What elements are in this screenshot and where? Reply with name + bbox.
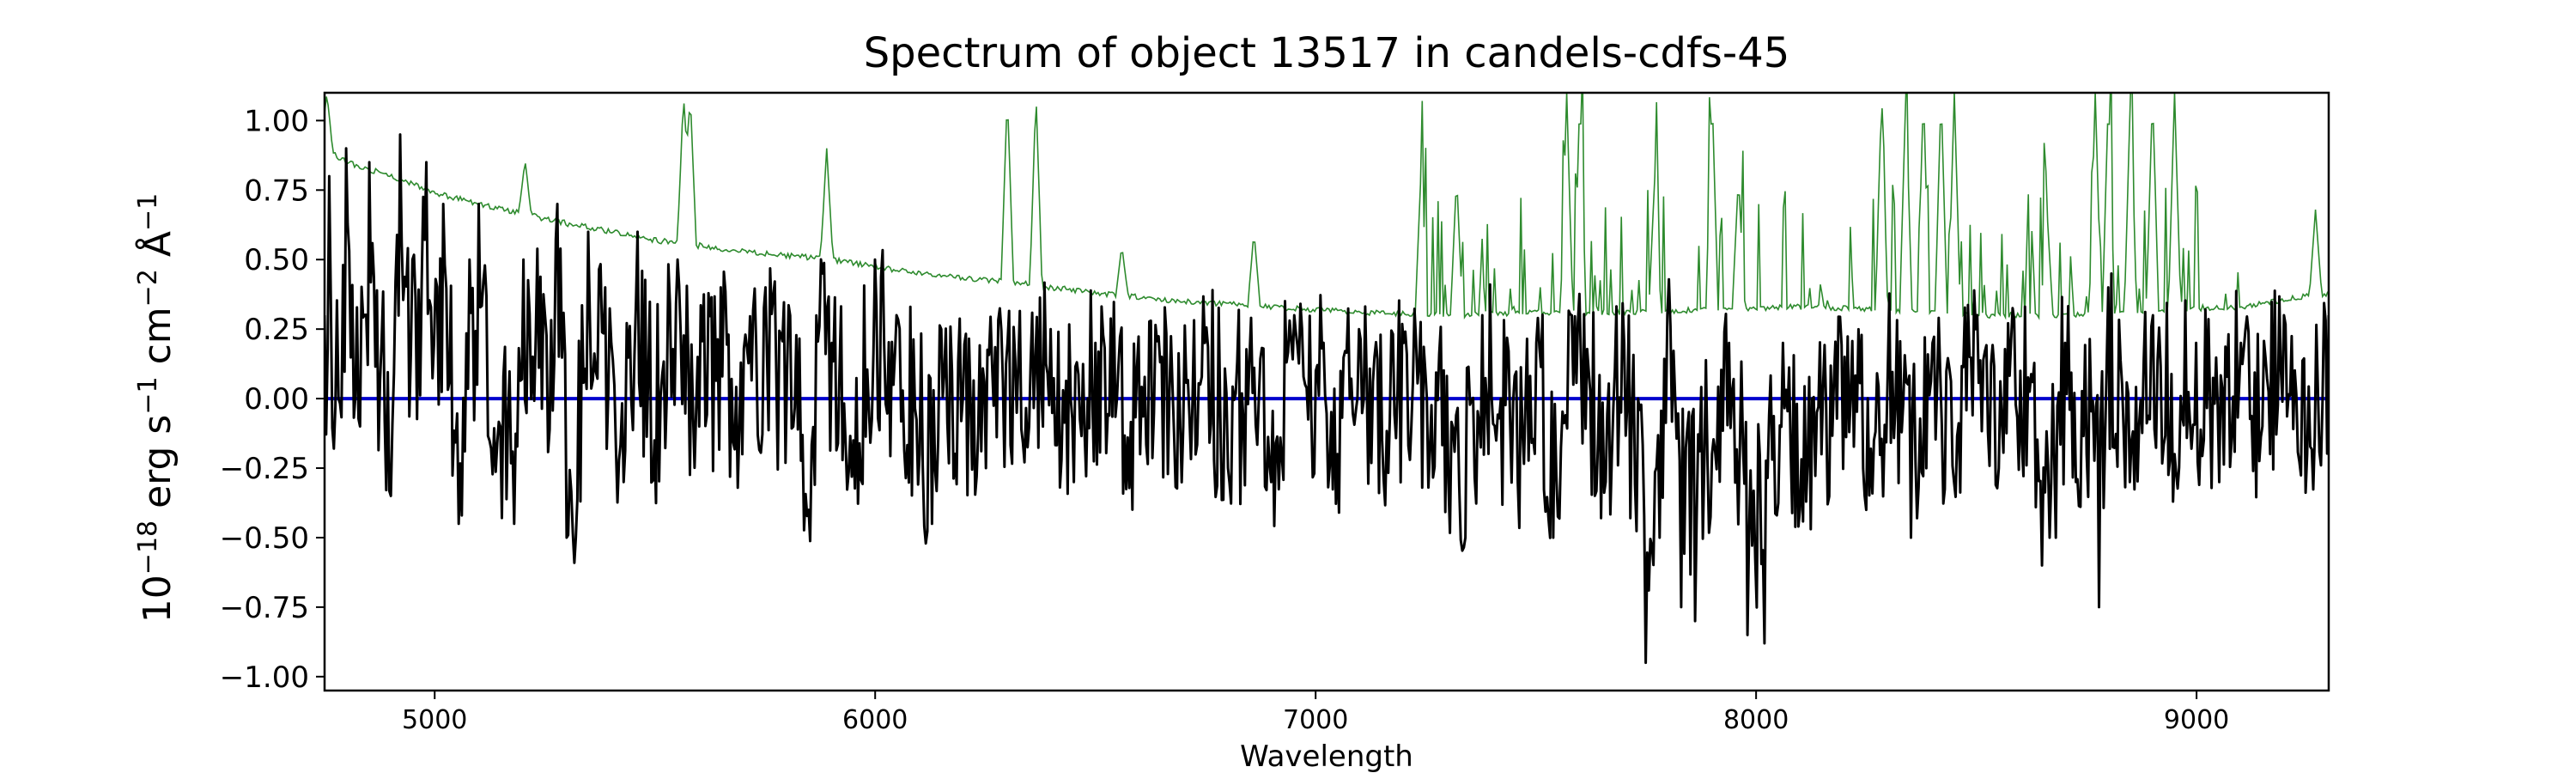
flux-spectrum-line (325, 133, 2329, 665)
x-axis: 5000 6000 7000 8000 9000 (402, 691, 2229, 735)
y-axis: 1.00 0.75 0.50 0.25 0.00 −0.25 −0.50 −0.75 −1.00 (220, 104, 325, 695)
x-tick-label: 8000 (1723, 705, 1789, 735)
error-spectrum-line (325, 93, 2329, 320)
x-tick-label: 9000 (2164, 705, 2229, 735)
y-tick-label: 1.00 (244, 104, 309, 138)
plot-frame (323, 91, 2330, 692)
y-axis-label: 10−18 erg s−1 cm−2 Å−1 (133, 193, 179, 623)
x-tick-label: 7000 (1283, 705, 1348, 735)
y-tick-label: 0.00 (244, 382, 309, 417)
y-tick-label: −0.50 (220, 521, 309, 556)
x-tick-label: 5000 (402, 705, 467, 735)
chart-title: Spectrum of object 13517 in candels-cdfs… (864, 29, 1790, 77)
y-tick-label: −1.00 (220, 660, 309, 695)
x-tick-label: 6000 (842, 705, 908, 735)
x-axis-label: Wavelength (1240, 740, 1413, 773)
y-tick-label: 0.75 (244, 173, 309, 208)
y-tick-label: −0.25 (220, 452, 309, 486)
y-tick-label: 0.50 (244, 243, 309, 277)
plot-area (323, 91, 2330, 692)
y-tick-label: −0.75 (220, 591, 309, 625)
y-tick-label: 0.25 (244, 313, 309, 347)
